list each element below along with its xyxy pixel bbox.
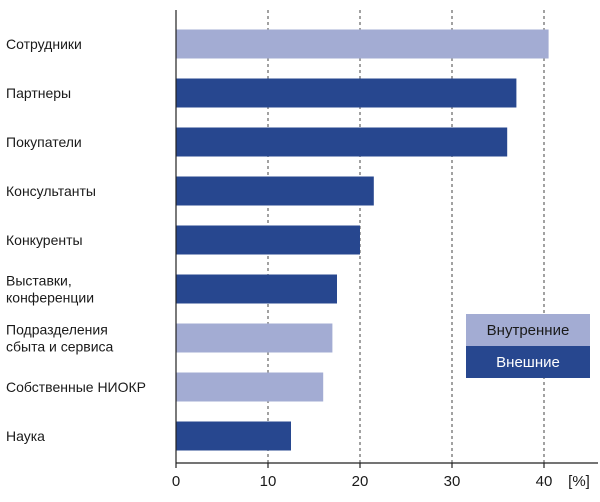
bar-1 [176, 29, 549, 59]
x-axis: 0 10 20 30 40 [%] [172, 10, 598, 490]
x-tick-label-10: 10 [260, 473, 277, 490]
legend-swatch-external [466, 346, 590, 378]
bar-5 [176, 225, 360, 255]
category-label-4: Консультанты [6, 183, 96, 199]
category-label-8: Собственные НИОКР [6, 379, 146, 395]
category-labels: Сотрудники Партнеры Покупатели Консультанты… [6, 36, 146, 444]
category-label-2: Партнеры [6, 85, 71, 101]
bar-4 [176, 176, 374, 206]
x-tick-label-40: 40 [536, 473, 553, 490]
x-tick-label-20: 20 [352, 473, 369, 490]
x-axis-unit: [%] [568, 473, 590, 490]
category-label-7: Подразделения сбыта и сервиса [6, 322, 114, 355]
category-label-9: Наука [6, 428, 45, 444]
bar-7 [176, 323, 333, 353]
category-label-5: Конкуренты [6, 232, 83, 248]
bar-3 [176, 127, 508, 157]
bar-9 [176, 421, 291, 451]
bar-2 [176, 78, 517, 108]
legend: Внутренние Внешние [466, 314, 590, 378]
bar-6 [176, 274, 337, 304]
x-tick-label-30: 30 [444, 473, 461, 490]
x-tick-label-0: 0 [172, 473, 180, 490]
category-label-3: Покупатели [6, 134, 82, 150]
legend-swatch-internal [466, 314, 590, 346]
legend-label-internal: Внутренние [487, 322, 570, 339]
legend-label-external: Внешние [496, 354, 560, 371]
category-label-1: Сотрудники [6, 36, 82, 52]
bar-8 [176, 372, 324, 402]
bars [176, 29, 549, 451]
category-label-6: Выставки, конференции [6, 273, 94, 306]
